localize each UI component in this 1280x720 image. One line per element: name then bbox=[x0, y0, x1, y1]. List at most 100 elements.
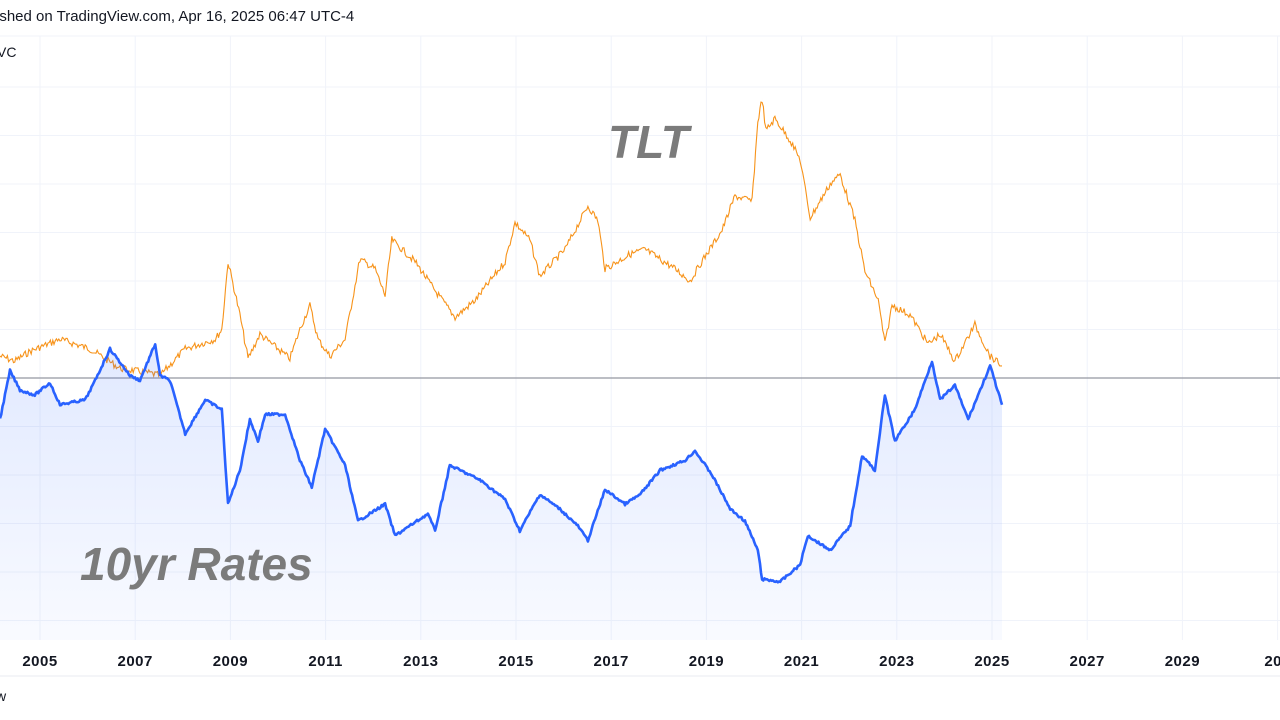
data-point-10yr-rates bbox=[239, 469, 241, 471]
data-point-10yr-rates bbox=[639, 494, 641, 496]
data-point-10yr-rates bbox=[729, 508, 731, 510]
data-point-10yr-rates bbox=[9, 370, 11, 372]
data-point-10yr-rates bbox=[829, 549, 831, 551]
data-point-10yr-rates bbox=[799, 564, 801, 566]
data-point-10yr-rates bbox=[559, 508, 561, 510]
data-point-10yr-rates bbox=[779, 581, 781, 583]
data-point-tlt bbox=[564, 249, 566, 251]
data-point-tlt bbox=[259, 334, 261, 336]
data-point-10yr-rates bbox=[954, 384, 956, 386]
x-tick-label: 2029 bbox=[1165, 653, 1200, 670]
data-point-10yr-rates bbox=[221, 409, 223, 411]
data-point-tlt bbox=[864, 271, 866, 273]
data-point-10yr-rates bbox=[479, 479, 481, 481]
series-area-10yr-rates bbox=[0, 344, 1002, 640]
data-point-tlt bbox=[221, 329, 223, 331]
x-tick-label: 2009 bbox=[213, 653, 248, 670]
data-point-tlt bbox=[809, 217, 811, 219]
x-tick-label: 2019 bbox=[689, 653, 724, 670]
data-point-10yr-rates bbox=[49, 382, 51, 384]
footer-caption: w bbox=[0, 688, 7, 704]
x-tick-label: 2011 bbox=[308, 653, 343, 670]
data-point-tlt bbox=[891, 304, 893, 306]
data-point-10yr-rates bbox=[249, 418, 251, 420]
data-point-tlt bbox=[629, 254, 631, 256]
data-point-tlt bbox=[454, 317, 456, 319]
series-line-10yr-rates[interactable] bbox=[0, 343, 1004, 584]
series-line-tlt[interactable] bbox=[0, 101, 1002, 378]
data-point-tlt bbox=[309, 304, 311, 306]
data-point-10yr-rates bbox=[587, 540, 589, 542]
symbol-label: VC bbox=[0, 44, 17, 60]
data-point-10yr-rates bbox=[504, 498, 506, 500]
annotation-10yr-rates: 10yr Rates bbox=[80, 538, 313, 590]
x-tick-label: 2025 bbox=[974, 653, 1009, 670]
data-point-tlt bbox=[789, 140, 791, 142]
data-point-tlt bbox=[299, 329, 301, 331]
data-point-10yr-rates bbox=[989, 365, 991, 367]
x-tick-label: 2007 bbox=[118, 653, 153, 670]
data-point-tlt bbox=[384, 295, 386, 297]
x-tick-label: 203 bbox=[1264, 653, 1280, 670]
data-point-tlt bbox=[504, 261, 506, 263]
data-point-10yr-rates bbox=[884, 394, 886, 396]
data-point-10yr-rates bbox=[894, 440, 896, 442]
data-point-10yr-rates bbox=[577, 525, 579, 527]
data-point-tlt bbox=[597, 220, 599, 222]
data-point-10yr-rates bbox=[761, 578, 763, 580]
data-point-10yr-rates bbox=[257, 440, 259, 442]
data-point-tlt bbox=[184, 348, 186, 350]
data-point-10yr-rates bbox=[1001, 404, 1003, 406]
data-point-tlt bbox=[799, 159, 801, 161]
data-point-tlt bbox=[474, 300, 476, 302]
data-point-tlt bbox=[434, 290, 436, 292]
data-point-tlt bbox=[734, 195, 736, 197]
data-point-tlt bbox=[689, 280, 691, 282]
data-point-10yr-rates bbox=[154, 343, 156, 345]
data-point-tlt bbox=[909, 314, 911, 316]
data-point-tlt bbox=[699, 263, 701, 265]
data-point-10yr-rates bbox=[19, 389, 21, 391]
data-point-10yr-rates bbox=[744, 520, 746, 522]
data-point-10yr-rates bbox=[967, 418, 969, 420]
data-point-10yr-rates bbox=[519, 530, 521, 532]
data-point-10yr-rates bbox=[624, 503, 626, 505]
data-point-tlt bbox=[514, 222, 516, 224]
data-point-10yr-rates bbox=[184, 433, 186, 435]
data-point-tlt bbox=[829, 183, 831, 185]
data-point-10yr-rates bbox=[384, 503, 386, 505]
data-point-tlt bbox=[539, 275, 541, 277]
data-point-tlt bbox=[227, 261, 229, 263]
x-tick-label: 2023 bbox=[879, 653, 914, 670]
data-point-tlt bbox=[989, 355, 991, 357]
data-point-10yr-rates bbox=[264, 414, 266, 416]
data-point-tlt bbox=[289, 358, 291, 360]
data-point-tlt bbox=[587, 205, 589, 207]
data-point-10yr-rates bbox=[344, 465, 346, 467]
data-point-10yr-rates bbox=[159, 375, 161, 377]
data-point-10yr-rates bbox=[169, 380, 171, 382]
data-point-tlt bbox=[89, 348, 91, 350]
data-point-tlt bbox=[939, 334, 941, 336]
data-point-10yr-rates bbox=[129, 375, 131, 377]
data-point-10yr-rates bbox=[94, 380, 96, 382]
x-axis: 2005 2007 2009 2011 2013 2015 2017 2019 2021 2023… bbox=[22, 653, 1280, 670]
data-point-10yr-rates bbox=[357, 520, 359, 522]
data-point-10yr-rates bbox=[109, 348, 111, 350]
data-point-tlt bbox=[214, 338, 216, 340]
data-point-tlt bbox=[884, 343, 886, 345]
data-point-10yr-rates bbox=[874, 469, 876, 471]
data-point-tlt bbox=[761, 98, 763, 100]
x-tick-label: 2027 bbox=[1070, 653, 1105, 670]
data-point-10yr-rates bbox=[849, 525, 851, 527]
data-point-10yr-rates bbox=[684, 460, 686, 462]
data-point-10yr-rates bbox=[694, 450, 696, 452]
data-point-10yr-rates bbox=[427, 513, 429, 515]
data-point-tlt bbox=[344, 338, 346, 340]
data-point-10yr-rates bbox=[711, 474, 713, 476]
data-point-10yr-rates bbox=[449, 465, 451, 467]
data-point-10yr-rates bbox=[539, 494, 541, 496]
data-point-tlt bbox=[29, 351, 31, 353]
data-point-10yr-rates bbox=[284, 414, 286, 416]
